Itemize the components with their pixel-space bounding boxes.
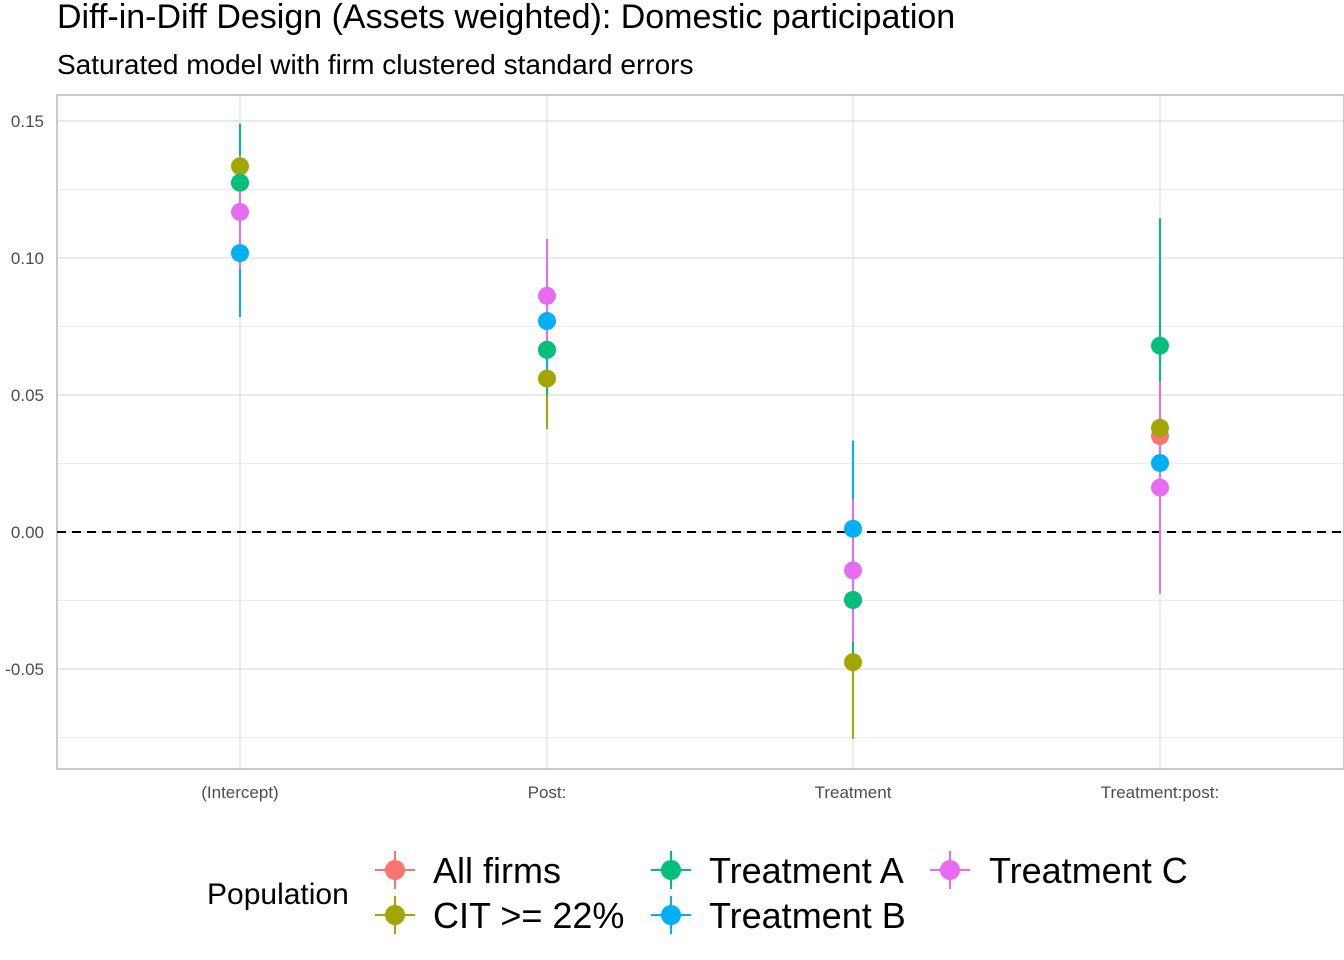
data-point <box>1151 453 1169 472</box>
x-tick-label: Treatment:post: <box>1101 783 1219 802</box>
x-axis-ticks: (Intercept) Post: Treatment Treatment:post: <box>201 783 1219 802</box>
y-tick-label: -0.05 <box>5 660 44 679</box>
legend-label: Treatment A <box>709 850 904 891</box>
data-point <box>231 244 249 263</box>
data-point <box>1151 418 1169 437</box>
y-tick-label: 0.15 <box>11 112 44 131</box>
data-point <box>538 369 556 388</box>
data-point <box>231 202 249 221</box>
legend-label: CIT >= 22% <box>433 895 624 936</box>
data-point <box>231 157 249 176</box>
legend-key-point <box>940 860 960 880</box>
legend-key-point <box>385 860 405 880</box>
data-point <box>844 653 862 672</box>
data-point <box>844 590 862 609</box>
panel-border <box>56 94 1344 770</box>
plot-panel <box>56 94 1344 770</box>
legend-label: Treatment C <box>989 850 1188 891</box>
data-point <box>538 286 556 305</box>
data-point <box>231 173 249 192</box>
y-tick-label: 0.00 <box>11 523 44 542</box>
data-point <box>538 312 556 331</box>
data-marks <box>231 123 1169 739</box>
data-point <box>844 561 862 580</box>
legend-key-point <box>661 905 681 925</box>
data-point <box>538 340 556 359</box>
y-tick-label: 0.10 <box>11 249 44 268</box>
y-axis-ticks: 0.15 0.10 0.05 0.00 -0.05 <box>5 112 44 679</box>
data-point <box>1151 478 1169 497</box>
x-tick-label: Post: <box>528 783 567 802</box>
x-tick-label: Treatment <box>815 783 892 802</box>
legend-key-point <box>661 860 681 880</box>
y-tick-label: 0.05 <box>11 386 44 405</box>
chart-title: Diff-in-Diff Design (Assets weighted): D… <box>57 0 955 36</box>
x-tick-label: (Intercept) <box>201 783 278 802</box>
legend-title: Population <box>207 878 349 911</box>
legend-key-point <box>385 905 405 925</box>
data-point <box>1151 336 1169 355</box>
legend-label: Treatment B <box>709 895 906 936</box>
legend-label: All firms <box>433 850 561 891</box>
data-point <box>844 519 862 538</box>
chart-subtitle: Saturated model with firm clustered stan… <box>57 49 694 80</box>
